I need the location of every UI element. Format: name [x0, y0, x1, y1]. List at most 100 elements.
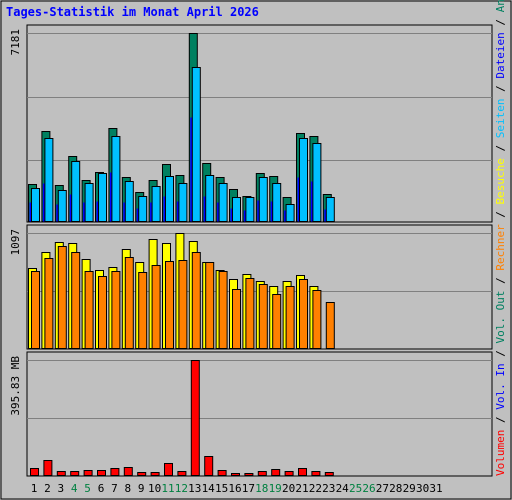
bar-volumen-day-9 — [137, 472, 147, 476]
bar-volumen-day-5 — [83, 470, 93, 476]
bar-rechner-day-1 — [31, 271, 40, 349]
side-legend-item-9: / — [494, 138, 507, 158]
bar-volumen-day-3 — [56, 471, 66, 476]
bar-rechner-day-19 — [272, 294, 282, 349]
bar-rechner-day-14 — [205, 262, 215, 349]
x-tick-label-9: 9 — [138, 482, 145, 495]
x-tick-label-13: 13 — [188, 482, 201, 495]
x-tick-label-19: 19 — [269, 482, 282, 495]
x-tick-label-14: 14 — [202, 482, 216, 495]
x-tick-label-12: 12 — [175, 482, 188, 495]
bar-rechner-day-11 — [165, 261, 174, 349]
bar-rechner-day-9 — [138, 272, 148, 349]
x-tick-label-25: 25 — [349, 482, 362, 495]
x-tick-label-18: 18 — [255, 482, 268, 495]
bar-rechner-day-4 — [71, 252, 81, 349]
x-tick-label-3: 3 — [57, 482, 64, 495]
bar-volumen-day-12 — [177, 471, 187, 476]
bar-seiten-day-9 — [138, 196, 148, 222]
x-tick-label-10: 10 — [148, 482, 161, 495]
bar-rechner-day-3 — [57, 246, 67, 349]
panel-3-max-label: 395.83 MB — [9, 356, 22, 416]
bar-volumen-day-23 — [324, 472, 334, 476]
x-tick-label-30: 30 — [416, 482, 429, 495]
bar-seiten-day-13 — [191, 67, 201, 222]
x-tick-label-17: 17 — [242, 482, 255, 495]
bar-rechner-day-2 — [44, 258, 54, 349]
bar-volumen-day-16 — [231, 473, 240, 476]
side-legend-item-2: Vol. In — [494, 363, 507, 409]
x-tick-label-1: 1 — [31, 482, 38, 495]
bar-volumen-day-15 — [217, 470, 227, 476]
bar-seiten-day-11 — [165, 176, 174, 222]
bar-seiten-day-23 — [325, 197, 335, 222]
bar-rechner-day-20 — [285, 286, 295, 349]
bar-volumen-day-11 — [164, 463, 173, 476]
bar-rechner-day-18 — [258, 284, 268, 349]
side-legend-item-10: Seiten — [494, 98, 507, 138]
bar-seiten-day-18 — [258, 177, 268, 222]
side-legend-item-3: / — [494, 344, 507, 364]
bar-seiten-day-6 — [98, 173, 107, 222]
bar-seiten-day-1 — [31, 188, 40, 222]
bar-volumen-day-4 — [70, 471, 80, 476]
x-tick-label-28: 28 — [389, 482, 402, 495]
bar-seiten-day-3 — [57, 190, 67, 222]
chart-bars — [28, 33, 335, 476]
side-legend-item-7: / — [494, 204, 507, 224]
chart-title: Tages-Statistik im Monat April 2026 — [6, 5, 259, 19]
bar-rechner-day-16 — [232, 289, 241, 349]
x-tick-label-22: 22 — [309, 482, 322, 495]
bar-rechner-day-15 — [218, 271, 228, 349]
x-tick-label-15: 15 — [215, 482, 228, 495]
bar-volumen-day-17 — [244, 473, 254, 476]
panel-2-max-label: 1097 — [9, 229, 22, 256]
x-tick-label-6: 6 — [98, 482, 105, 495]
bar-seiten-day-17 — [245, 197, 255, 222]
bar-volumen-day-22 — [311, 471, 321, 476]
side-legend-item-13: / — [494, 12, 507, 32]
x-tick-label-7: 7 — [111, 482, 118, 495]
bar-volumen-day-8 — [123, 467, 133, 476]
bar-rechner-day-10 — [151, 265, 161, 349]
side-legend-item-8: Besuche — [494, 158, 507, 204]
panel-3-frame — [26, 351, 493, 477]
bar-seiten-day-7 — [111, 136, 121, 222]
bar-rechner-day-17 — [245, 278, 255, 349]
bar-rechner-day-13 — [191, 252, 201, 349]
bar-volumen-day-21 — [298, 468, 307, 476]
x-tick-label-31: 31 — [429, 482, 442, 495]
bar-seiten-day-15 — [218, 183, 228, 222]
side-legend: Volumen / Vol. In / Vol. Out / Rechner /… — [494, 0, 507, 476]
bar-rechner-day-6 — [98, 276, 107, 349]
side-legend-item-0: Volumen — [494, 430, 507, 476]
bar-volumen-day-1 — [30, 468, 39, 476]
bar-rechner-day-5 — [84, 271, 94, 349]
bar-seiten-day-19 — [272, 183, 282, 222]
bar-volumen-day-20 — [284, 471, 294, 476]
bar-volumen-day-7 — [110, 468, 120, 476]
x-tick-label-21: 21 — [295, 482, 308, 495]
x-tick-label-2: 2 — [44, 482, 51, 495]
bar-rechner-day-23 — [325, 302, 335, 349]
side-legend-item-4: Vol. Out — [494, 291, 507, 344]
x-tick-label-4: 4 — [71, 482, 78, 495]
side-legend-item-6: Rechner — [494, 224, 507, 271]
bar-volumen-day-18 — [257, 471, 267, 476]
x-tick-label-24: 24 — [336, 482, 350, 495]
x-tick-label-27: 27 — [376, 482, 389, 495]
bar-volumen-day-10 — [150, 472, 160, 476]
x-tick-label-26: 26 — [362, 482, 375, 495]
bar-volumen-day-13 — [190, 360, 200, 476]
bar-seiten-day-4 — [71, 161, 81, 222]
bar-seiten-day-14 — [205, 175, 215, 222]
side-legend-item-11: / — [494, 79, 507, 99]
x-tick-label-29: 29 — [403, 482, 416, 495]
bar-seiten-day-2 — [44, 138, 54, 222]
bar-volumen-day-14 — [204, 456, 214, 476]
bar-seiten-day-22 — [312, 143, 322, 222]
x-tick-label-5: 5 — [84, 482, 91, 495]
